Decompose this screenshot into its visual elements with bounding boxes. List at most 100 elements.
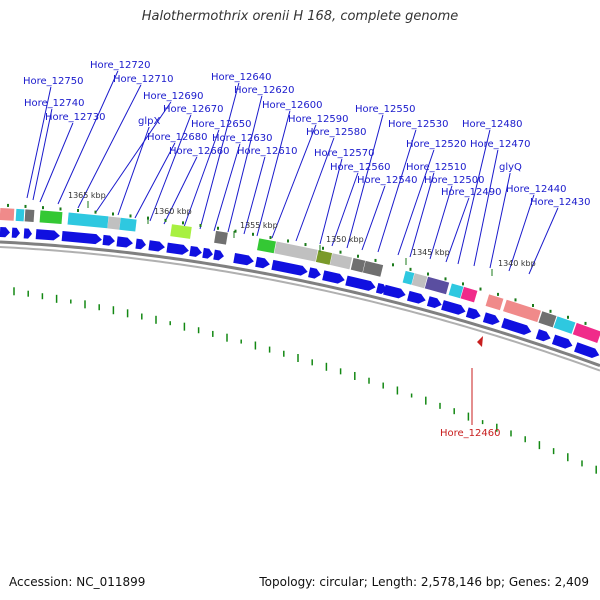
gene-arrow[interactable]: [102, 234, 116, 246]
feature-block: [24, 209, 35, 222]
gene-leader-line: [149, 114, 192, 222]
gene-label[interactable]: Hore_12680: [147, 132, 208, 143]
gene-label[interactable]: Hore_12620: [234, 85, 295, 96]
gene-arrow[interactable]: [35, 229, 61, 241]
feature-block: [119, 217, 137, 232]
genome-backbone: [0, 240, 600, 372]
feature-block: [107, 216, 121, 230]
gene-arrow[interactable]: [426, 296, 443, 309]
gene-label[interactable]: Hore_12580: [306, 127, 367, 138]
gene-label[interactable]: Hore_12720: [90, 60, 151, 71]
feature-block: [411, 273, 428, 289]
gene-label[interactable]: Hore_12710: [113, 74, 174, 85]
gene-arrow[interactable]: [148, 240, 165, 252]
gene-label[interactable]: Hore_12640: [211, 72, 272, 83]
gene-arrow[interactable]: [189, 245, 202, 258]
gene-label[interactable]: Hore_12490: [441, 187, 502, 198]
highlighted-gene-label[interactable]: Hore_12460: [440, 428, 501, 439]
gene-arrow[interactable]: [501, 318, 533, 337]
gene-arrow[interactable]: [23, 228, 33, 239]
gene-arrow[interactable]: [383, 284, 407, 300]
gene-label[interactable]: Hore_12690: [143, 91, 204, 102]
gene-label[interactable]: Hore_12670: [163, 104, 224, 115]
gene-arrow[interactable]: [11, 227, 21, 238]
gene-label[interactable]: Hore_12590: [288, 114, 349, 125]
gene-label[interactable]: Hore_12610: [237, 146, 298, 157]
gene-label[interactable]: Hore_12730: [45, 112, 106, 123]
gene-leader-line: [26, 86, 52, 199]
gene-label[interactable]: Hore_12650: [191, 119, 252, 130]
position-tick-label: 1350 kbp: [326, 235, 364, 244]
gene-label[interactable]: Hore_12430: [530, 197, 591, 208]
gene-arrow[interactable]: [345, 275, 376, 293]
gene-arrow[interactable]: [574, 342, 600, 360]
gene-label[interactable]: Hore_12540: [357, 175, 418, 186]
gene-leader-line: [256, 110, 291, 237]
genome-title: Halothermothrix orenii H 168, complete g…: [141, 9, 459, 24]
gene-arrow[interactable]: [233, 253, 254, 266]
highlight-marker-icon: [477, 336, 483, 347]
gene-arrow[interactable]: [482, 312, 501, 326]
gene-arrow[interactable]: [322, 270, 346, 285]
gene-arrow[interactable]: [116, 236, 133, 248]
gene-arrow[interactable]: [166, 242, 189, 256]
gene-leader-line: [32, 108, 53, 201]
feature-block: [329, 253, 353, 270]
gene-label[interactable]: Hore_12600: [262, 100, 323, 111]
gene-label[interactable]: Hore_12560: [330, 162, 391, 173]
gene-leader-line: [95, 101, 172, 213]
gene-label[interactable]: Hore_12740: [24, 98, 85, 109]
position-tick-label: 1340 kbp: [498, 259, 536, 268]
gene-leader-line: [213, 143, 241, 232]
backbone-line-outer: [0, 240, 600, 368]
gene-label[interactable]: Hore_12520: [406, 139, 467, 150]
feature-block: [274, 241, 318, 262]
gene-arrow[interactable]: [202, 247, 213, 259]
gene-leader-line: [489, 172, 511, 269]
gene-arrow[interactable]: [465, 307, 482, 321]
gene-arrow[interactable]: [407, 290, 427, 305]
gene-leader-line: [295, 137, 335, 242]
gene-label[interactable]: Hore_12550: [355, 104, 416, 115]
gene-label[interactable]: Hore_12660: [169, 146, 230, 157]
position-tick-label: 1365 kbp: [68, 191, 106, 200]
feature-block: [448, 283, 464, 299]
feature-block: [485, 294, 504, 311]
genome-summary: Topology: circular; Length: 2,578,146 bp…: [259, 575, 589, 589]
gene-leader-line: [134, 142, 176, 219]
gene-arrow[interactable]: [213, 249, 224, 261]
feature-block: [362, 260, 384, 277]
gene-label[interactable]: Hore_12470: [470, 139, 531, 150]
gene-arrow[interactable]: [535, 329, 552, 343]
gene-arrow[interactable]: [0, 227, 10, 238]
gene-label[interactable]: Hore_12630: [212, 133, 273, 144]
feature-track: [0, 207, 600, 343]
gene-label[interactable]: Hore_12440: [506, 184, 567, 195]
gene-arrow[interactable]: [441, 300, 467, 316]
gene-arrow[interactable]: [255, 256, 271, 269]
feature-block: [257, 238, 276, 254]
gene-label[interactable]: Hore_12530: [388, 119, 449, 130]
gene-label[interactable]: Hore_12750: [23, 76, 84, 87]
gene-label[interactable]: Hore_12510: [406, 162, 467, 173]
label-leader-lines: [26, 70, 559, 425]
gene-leader-line: [117, 126, 150, 216]
gene-label[interactable]: Hore_12570: [314, 148, 375, 159]
gene-arrow[interactable]: [61, 231, 103, 245]
gene-leader-line: [39, 122, 74, 203]
gene-arrow[interactable]: [271, 259, 308, 277]
gene-label[interactable]: glyQ: [499, 162, 522, 173]
feature-block: [15, 208, 25, 222]
gene-label[interactable]: Hore_12480: [462, 119, 523, 130]
gene-label[interactable]: glpX: [138, 116, 160, 127]
gene-arrow[interactable]: [308, 267, 322, 279]
gene-label[interactable]: Hore_12500: [424, 175, 485, 186]
feature-block: [424, 276, 450, 295]
gene-arrow[interactable]: [135, 238, 146, 250]
backbone-line-inner: [0, 246, 600, 372]
feature-block: [503, 299, 541, 323]
gene-leader-line: [409, 172, 435, 258]
gene-arrow[interactable]: [551, 334, 574, 351]
feature-block: [402, 270, 415, 285]
